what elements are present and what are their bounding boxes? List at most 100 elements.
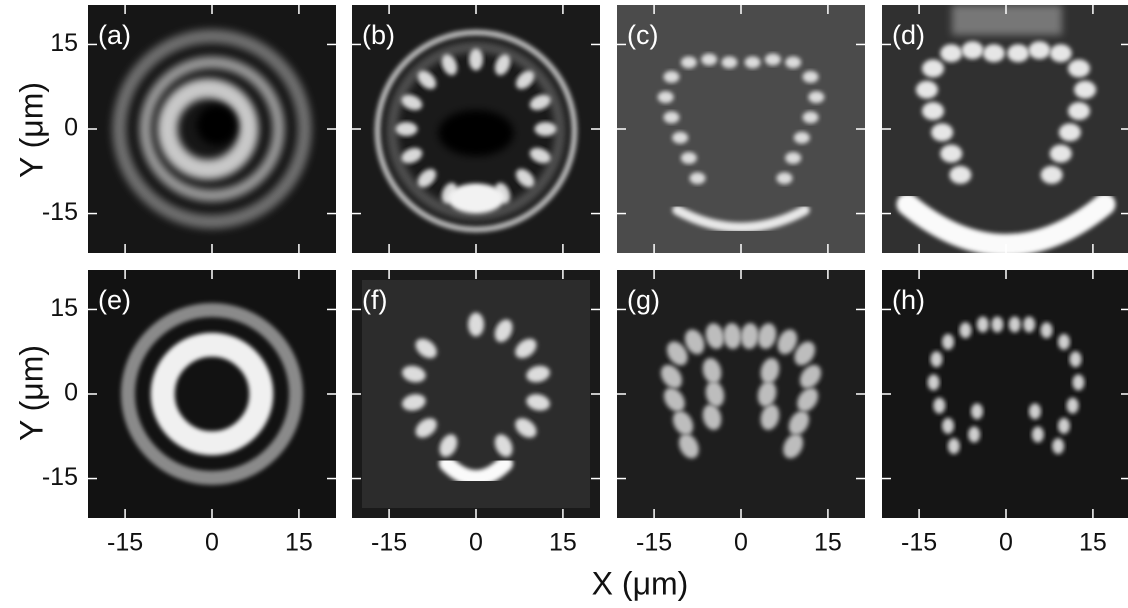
lobe <box>940 44 962 62</box>
lobe <box>535 122 557 136</box>
dot <box>942 418 954 434</box>
lobe <box>1041 166 1063 184</box>
y-tick-label: 0 <box>64 379 78 407</box>
y-tick-label: 15 <box>50 294 78 322</box>
lobe <box>931 123 953 141</box>
lobe <box>808 91 824 103</box>
lobe <box>803 71 819 83</box>
lobe <box>949 166 971 184</box>
lobe <box>785 56 801 68</box>
lobe <box>672 132 688 144</box>
panel: (g) <box>617 270 865 518</box>
dot <box>1072 374 1084 390</box>
dot <box>930 351 942 367</box>
x-tick-label: 0 <box>999 529 1013 557</box>
lobe <box>922 59 944 77</box>
lobe <box>468 312 484 336</box>
panel: (h) <box>882 270 1128 518</box>
y-axis-label: Y (μm) <box>13 82 49 178</box>
dot <box>1070 351 1082 367</box>
x-tick-label: 15 <box>1079 529 1107 557</box>
dot <box>959 322 971 338</box>
y-tick-label: 0 <box>64 114 78 142</box>
core <box>438 110 513 156</box>
lobe <box>469 48 483 70</box>
panel-label: (c) <box>627 20 658 50</box>
panel-label: (b) <box>362 20 395 50</box>
lobe <box>794 132 810 144</box>
lobe <box>940 145 962 163</box>
dot <box>1041 322 1053 338</box>
panel-label: (e) <box>98 285 131 315</box>
panel: (e) <box>88 270 336 518</box>
dot <box>977 316 989 332</box>
panel-image <box>352 270 600 518</box>
lobe <box>922 102 944 120</box>
x-axis-label: X (μm) <box>592 565 689 601</box>
dot <box>1032 427 1044 443</box>
lobe <box>745 56 761 68</box>
lobe <box>721 56 737 68</box>
figure: X (μm) Y (μm) Y (μm) (a) 15 0 -15 (b) (c) (d) (… <box>0 0 1128 608</box>
lobe <box>690 172 706 184</box>
dot <box>1023 316 1035 332</box>
dot <box>928 374 940 390</box>
dot <box>1067 398 1079 414</box>
x-tick-label: 15 <box>549 529 577 557</box>
panel: (a) <box>88 5 336 253</box>
lobe <box>395 122 417 136</box>
core <box>197 105 238 146</box>
lobe <box>916 81 938 99</box>
y-tick-label: 15 <box>50 29 78 57</box>
panel: (f) <box>352 270 600 518</box>
dot <box>942 334 954 350</box>
panel-label: (f) <box>362 285 387 315</box>
x-tick-label: 0 <box>469 529 483 557</box>
lobe <box>1050 44 1072 62</box>
panel: (d) <box>882 5 1128 253</box>
y-tick-label: -15 <box>42 198 78 226</box>
y-axis-label: Y (μm) <box>13 345 49 441</box>
panel-label: (d) <box>892 20 925 50</box>
lobe <box>1074 81 1096 99</box>
dot <box>991 316 1003 332</box>
panel-label: (g) <box>627 285 660 315</box>
x-tick-label: 15 <box>285 529 313 557</box>
x-tick-label: 15 <box>814 529 842 557</box>
lobe <box>658 91 674 103</box>
x-tick-label: 0 <box>734 529 748 557</box>
lobe <box>681 152 697 164</box>
blob <box>448 184 504 214</box>
panel-label: (a) <box>98 20 131 50</box>
lobe <box>803 111 819 123</box>
dot <box>948 438 960 454</box>
x-tick-label: -15 <box>371 529 407 557</box>
lobe <box>983 44 1005 62</box>
panel-label: (h) <box>892 285 925 315</box>
dot <box>1029 403 1041 419</box>
lobe <box>785 152 801 164</box>
dot <box>1052 438 1064 454</box>
lobe <box>1050 145 1072 163</box>
dot <box>968 427 980 443</box>
x-tick-label: -15 <box>636 529 672 557</box>
lobe <box>776 172 792 184</box>
x-tick-label: 0 <box>205 529 219 557</box>
y-tick-label: -15 <box>42 463 78 491</box>
noise <box>952 5 1062 35</box>
lobe <box>962 41 984 59</box>
panel: (b) <box>352 5 600 253</box>
lobe <box>663 71 679 83</box>
x-tick-label: -15 <box>107 529 143 557</box>
lobe <box>1068 102 1090 120</box>
lobe <box>663 111 679 123</box>
lobe <box>765 53 781 65</box>
lobe <box>1059 123 1081 141</box>
lobe <box>1068 59 1090 77</box>
dot <box>1009 316 1021 332</box>
dot <box>1058 334 1070 350</box>
lobe <box>1007 44 1029 62</box>
lobe <box>701 53 717 65</box>
dot <box>1058 418 1070 434</box>
dot <box>971 403 983 419</box>
